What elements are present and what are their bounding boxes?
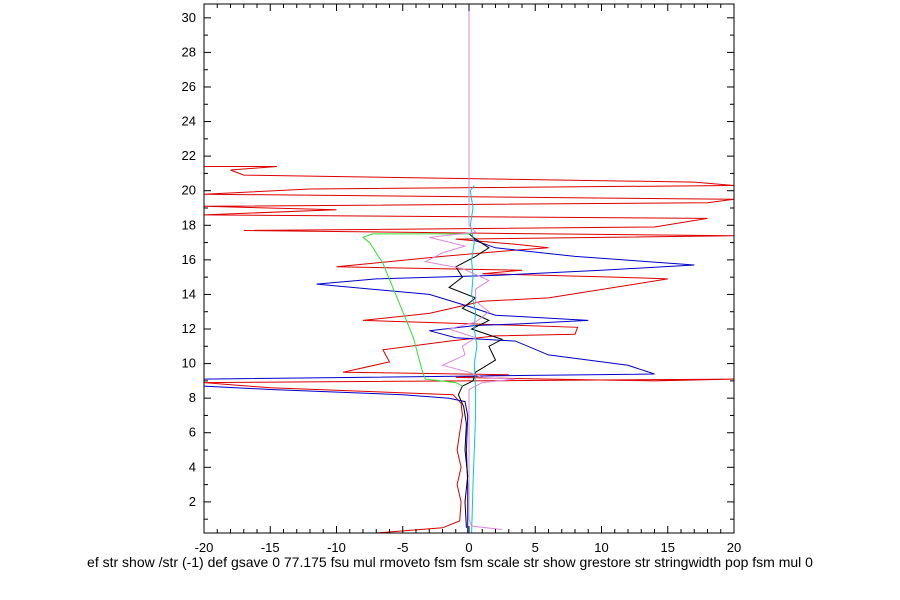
x-tick-label: -10	[327, 540, 346, 555]
x-tick-label: 15	[661, 540, 675, 555]
x-tick-label: 10	[594, 540, 608, 555]
x-tick-label: 20	[727, 540, 741, 555]
y-tick-label: 4	[189, 459, 196, 474]
series-line-0	[203, 166, 735, 534]
y-tick-label: 18	[182, 217, 196, 232]
y-tick-label: 26	[182, 79, 196, 94]
y-tick-label: 14	[182, 286, 196, 301]
x-tick-label: -15	[261, 540, 280, 555]
series-line-2	[203, 235, 695, 533]
y-tick-label: 22	[182, 148, 196, 163]
y-tick-label: 10	[182, 356, 196, 371]
x-tick-label: -5	[397, 540, 409, 555]
y-tick-label: 16	[182, 252, 196, 267]
y-tick-label: 6	[189, 425, 196, 440]
x-tick-label: -20	[195, 540, 214, 555]
x-tick-label: 0	[465, 540, 472, 555]
y-tick-label: 12	[182, 321, 196, 336]
y-tick-label: 30	[182, 10, 196, 25]
y-tick-label: 24	[182, 114, 196, 129]
series-layer	[203, 3, 735, 534]
series-line-6	[423, 4, 516, 530]
y-tick-label: 8	[189, 390, 196, 405]
x-axis-label: ef str show /str (-1) def gsave 0 77.175…	[87, 554, 813, 570]
series-line-5	[469, 185, 478, 534]
series-line-4	[361, 233, 473, 387]
series-line-3	[448, 233, 504, 528]
y-tick-label: 2	[189, 494, 196, 509]
y-tick-label: 20	[182, 183, 196, 198]
x-tick-label: 5	[532, 540, 539, 555]
y-tick-label: 28	[182, 44, 196, 59]
